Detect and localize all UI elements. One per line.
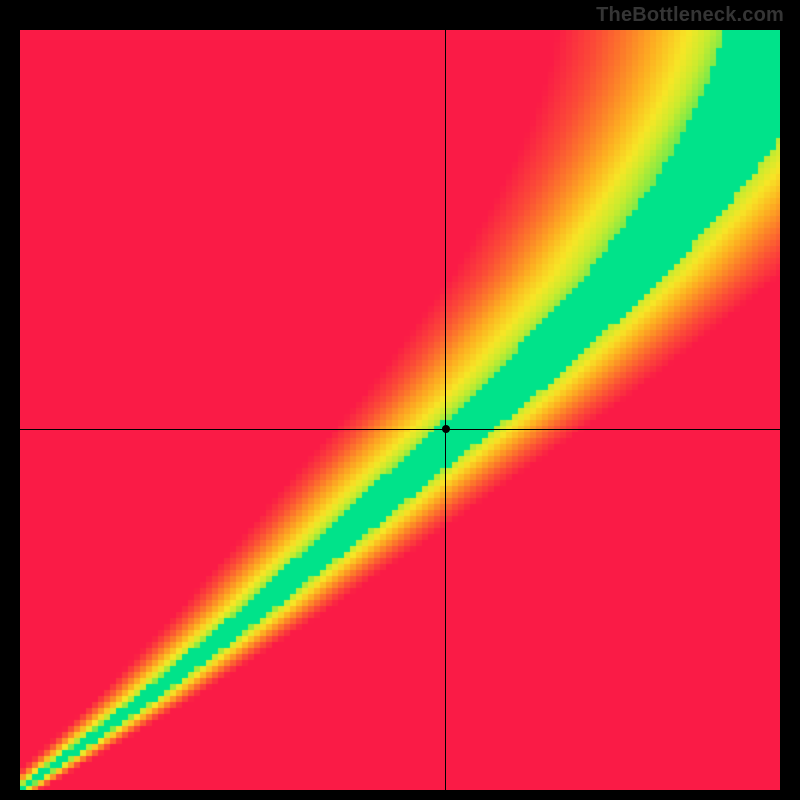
crosshair-horizontal <box>20 429 780 430</box>
watermark-text: TheBottleneck.com <box>596 4 784 27</box>
heatmap-canvas <box>20 30 780 790</box>
chart-container: TheBottleneck.com <box>0 0 800 800</box>
crosshair-vertical <box>445 30 446 790</box>
crosshair-marker <box>442 425 450 433</box>
